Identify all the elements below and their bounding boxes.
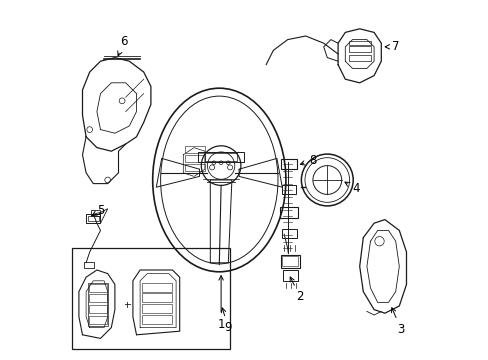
Bar [282,185,295,194]
Bar [86,214,101,223]
Text: 7: 7 [385,40,399,53]
Bar [142,283,172,292]
Bar [280,255,300,268]
Text: 1: 1 [217,276,224,330]
Bar [204,153,237,161]
Bar [88,216,99,221]
Bar [91,210,101,216]
Text: 8: 8 [300,154,316,167]
Bar [84,262,94,268]
Text: 5: 5 [91,204,104,217]
Bar [185,164,204,171]
Text: 4: 4 [344,182,359,195]
Bar [89,294,107,302]
Bar [142,304,172,313]
Bar [142,293,172,302]
Bar [283,270,298,281]
Bar [279,207,297,218]
Bar [89,305,107,313]
Bar [348,46,370,52]
Bar [282,256,298,266]
Bar [282,229,296,238]
Bar [348,41,370,45]
Bar [72,248,230,349]
Text: 3: 3 [391,308,404,336]
Bar [142,315,172,324]
Bar [89,316,107,324]
Bar [197,152,244,162]
Text: 2: 2 [289,277,304,303]
Bar [185,155,204,162]
Bar [88,283,107,326]
Bar [348,55,370,61]
Text: 6: 6 [118,35,127,56]
Bar [280,159,296,169]
Bar [185,146,204,153]
Bar [89,284,107,292]
Text: 9: 9 [221,308,232,334]
